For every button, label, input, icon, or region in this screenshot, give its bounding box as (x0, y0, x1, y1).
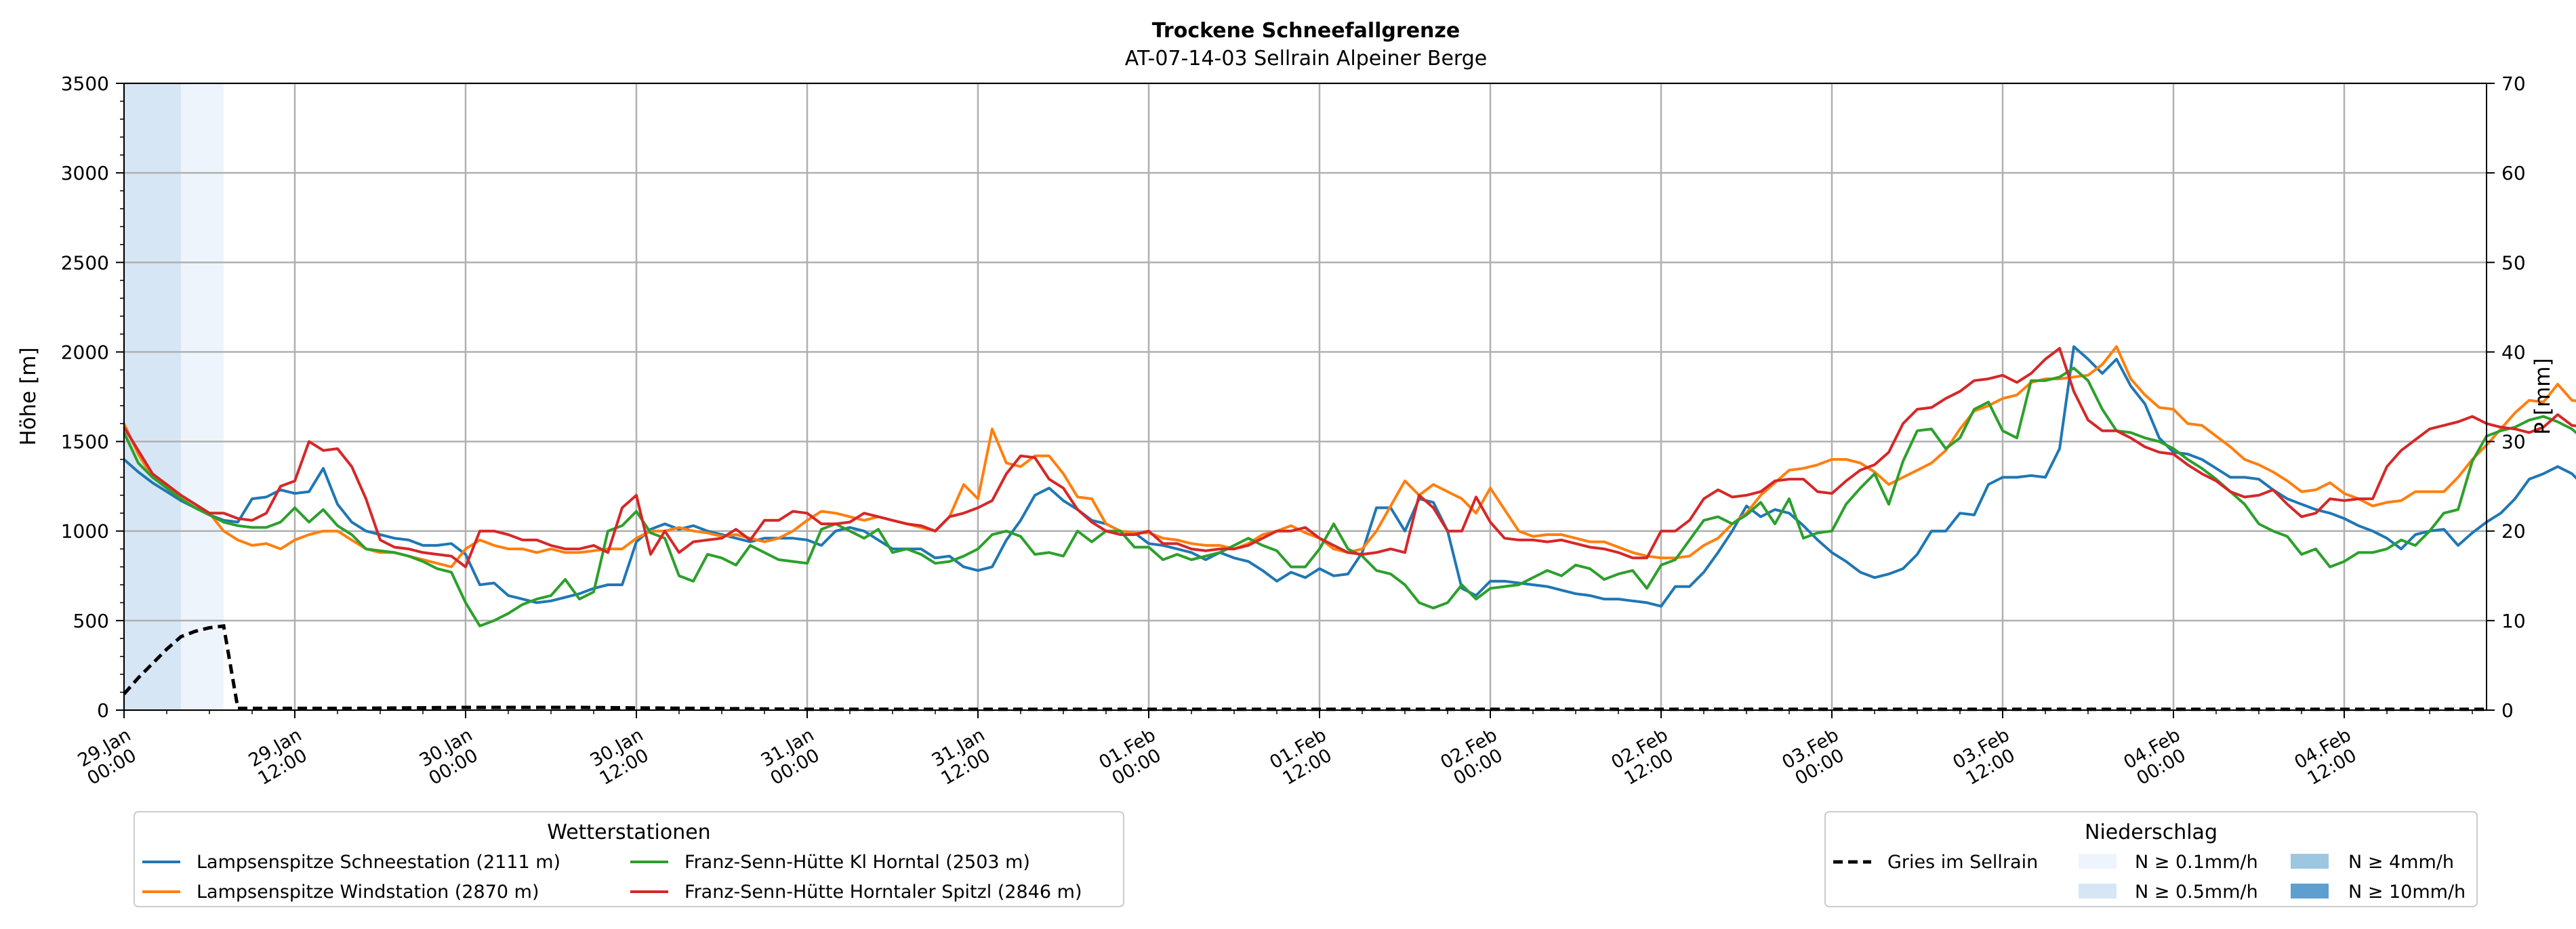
gries-reference-line (123, 624, 2487, 711)
y2-axis-label: P [mm] (2531, 358, 2555, 434)
y2-tick-label-3: 30 (2501, 431, 2526, 453)
y2-tick-label-2: 20 (2501, 520, 2526, 543)
y-tick-label-3: 1500 (61, 431, 109, 453)
legend-label-series-0: Lampsenspitze Schneestation (2111 m) (197, 852, 560, 873)
precip-band-1 (181, 83, 224, 710)
legend-label-precip-2: N ≥ 4mm/h (2348, 852, 2454, 873)
y-tick-label-1: 500 (73, 610, 109, 632)
y2-tick-label-6: 60 (2501, 162, 2526, 184)
y2-tick-label-4: 40 (2501, 341, 2526, 363)
y-tick-label-0: 0 (97, 699, 109, 722)
legend-swatch-precip-0 (2079, 854, 2117, 869)
legend-stations-title: Wetterstationen (547, 821, 710, 844)
legend-label-precip-1: N ≥ 0.5mm/h (2135, 882, 2258, 903)
legend-stations: Wetterstationen Lampsenspitze Schneestat… (134, 811, 1124, 907)
series-lines (123, 345, 2576, 627)
legend-label-series-1: Lampsenspitze Windstation (2870 m) (197, 882, 539, 903)
legend-label-precip-3: N ≥ 10mm/h (2348, 882, 2466, 903)
series-line-3 (123, 347, 2576, 569)
precip-band-0 (124, 83, 181, 710)
y-axis-label: Höhe [m] (16, 347, 41, 445)
legend-swatch-precip-2 (2291, 854, 2329, 869)
series-line-0 (123, 345, 2576, 608)
legend-stations-frame (134, 811, 1124, 907)
y-tick-label-4: 2000 (61, 341, 109, 363)
legend-label-gries: Gries im Sellrain (1887, 852, 2038, 873)
y-tick-label-7: 3500 (61, 73, 109, 95)
chart-title: Trockene Schneefallgrenze (1152, 19, 1460, 43)
series-line-2 (123, 367, 2576, 627)
y2-tick-label-5: 50 (2501, 251, 2526, 274)
legend-label-series-2: Franz-Senn-Hütte Kl Horntal (2503 m) (684, 852, 1030, 873)
legend-precipitation: Niederschlag Gries im Sellrain N ≥ 0.1mm… (1824, 811, 2478, 907)
y2-tick-label-7: 70 (2501, 73, 2526, 95)
reference-line-layer (123, 624, 2487, 711)
y2-tick-label-0: 0 (2501, 699, 2514, 722)
x-tick-label-13: 04.Feb12:00 (2291, 724, 2365, 791)
legend-precip-frame (1824, 811, 2478, 907)
legend-precip-title: Niederschlag (2085, 821, 2217, 844)
legend-label-precip-0: N ≥ 0.1mm/h (2135, 852, 2258, 873)
legend-swatch-precip-3 (2291, 884, 2329, 899)
legend-label-series-3: Franz-Senn-Hütte Horntaler Spitzl (2846 … (684, 882, 1082, 903)
y2-tick-label-1: 10 (2501, 610, 2526, 632)
y-tick-label-2: 1000 (61, 520, 109, 543)
y-tick-label-5: 2500 (61, 251, 109, 274)
legend-swatch-precip-1 (2079, 884, 2117, 899)
plot-frame (123, 83, 2487, 711)
precipitation-bands (124, 83, 224, 710)
chart-subtitle: AT-07-14-03 Sellrain Alpeiner Berge (1125, 47, 1487, 70)
y-tick-label-6: 3000 (61, 162, 109, 184)
series-line-1 (123, 345, 2576, 569)
